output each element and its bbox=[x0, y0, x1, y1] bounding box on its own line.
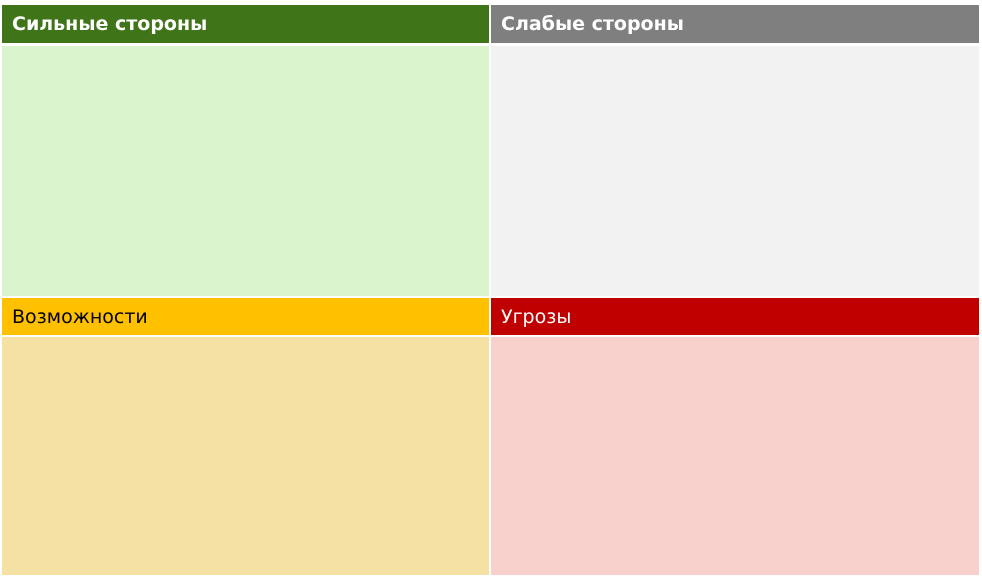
threats-body[interactable] bbox=[491, 337, 979, 575]
weaknesses-body[interactable] bbox=[491, 46, 979, 296]
opportunities-title: Возможности bbox=[12, 305, 148, 328]
threats-header: Угрозы bbox=[491, 298, 979, 335]
weaknesses-header: Слабые стороны bbox=[491, 5, 979, 43]
opportunities-header: Возможности bbox=[2, 298, 489, 335]
weaknesses-title: Слабые стороны bbox=[501, 13, 684, 35]
opportunities-body[interactable] bbox=[2, 337, 489, 575]
strengths-title: Сильные стороны bbox=[12, 13, 208, 35]
threats-title: Угрозы bbox=[501, 305, 572, 328]
strengths-body[interactable] bbox=[2, 46, 489, 296]
strengths-header: Сильные стороны bbox=[2, 5, 489, 43]
